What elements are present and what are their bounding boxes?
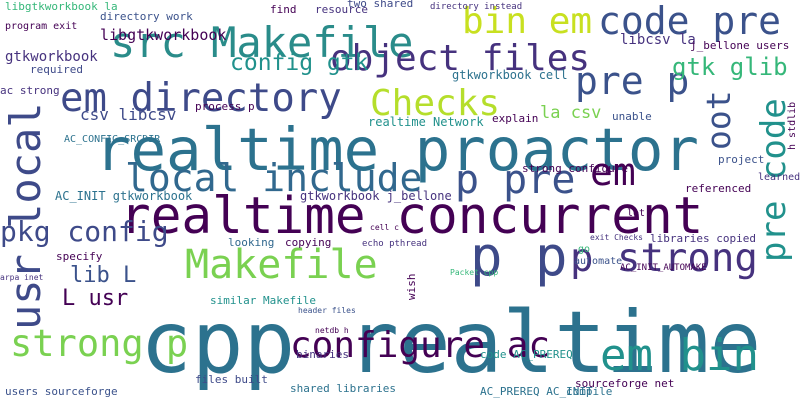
word: p strong: [570, 236, 758, 281]
word: two shared: [347, 0, 413, 10]
word: echo pthread: [362, 239, 427, 249]
word: pre p: [575, 59, 689, 103]
word: arpa inet: [0, 273, 44, 282]
word: find: [270, 3, 297, 16]
word: src Makefile: [110, 18, 413, 67]
word: files built: [195, 373, 268, 386]
word: p p: [470, 225, 568, 288]
word: libcsv la: [620, 32, 696, 48]
word: em bin: [600, 330, 759, 381]
word: gtkworkbook j_bellone: [300, 189, 452, 203]
word: configure ac: [290, 325, 550, 366]
word: AC_PREREQ AC_INIT: [480, 385, 593, 398]
word: sourceforge net: [575, 377, 674, 390]
word: AC_INIT_AUTOMAKE: [620, 263, 707, 273]
word: binaries: [296, 348, 349, 361]
word: oot: [699, 90, 738, 150]
word: gtkworkbook cell: [452, 68, 568, 82]
word: local include: [125, 156, 422, 200]
word: users sourceforge: [5, 385, 118, 398]
word: bin em: [462, 1, 592, 42]
word: realtime proactor: [95, 115, 699, 184]
word: lib L: [70, 263, 136, 288]
word: go: [578, 244, 590, 255]
word: cpp realtime: [140, 293, 761, 393]
word: libraries copied: [650, 232, 756, 245]
word: h stdlib: [787, 102, 798, 150]
word: Checks: [370, 83, 500, 124]
word: gtk glib: [672, 53, 788, 81]
word: config gtk: [230, 50, 369, 76]
word: AC_INIT gtkworkbook: [55, 189, 193, 203]
word: cell c: [370, 223, 399, 232]
word: looking: [228, 236, 274, 249]
word: object files: [330, 38, 590, 79]
word: usr local: [1, 102, 50, 330]
word: unable: [612, 110, 652, 123]
word: directory instead: [430, 2, 522, 12]
word: pre code: [754, 98, 794, 262]
word: project: [718, 153, 764, 166]
word: code AC_PREREQ: [480, 348, 573, 361]
word: process p: [195, 100, 255, 113]
word: la csv: [540, 103, 601, 123]
word: em directory: [60, 76, 342, 121]
word: automate: [574, 256, 622, 267]
word: gtkworkbook: [5, 49, 98, 65]
word: realtime concurrent: [120, 187, 703, 246]
word: L usr: [62, 286, 128, 311]
word: j_bellone users: [690, 39, 789, 52]
word: libgtkworkbook: [100, 26, 226, 44]
word: strong p: [10, 322, 188, 365]
word: learned: [758, 172, 800, 183]
word: em: [590, 150, 636, 194]
word: realtime Network: [368, 115, 484, 129]
word: code pre: [598, 0, 781, 43]
word: p pre: [455, 157, 575, 203]
word: Packet cpp: [450, 268, 498, 277]
word: netdb h: [315, 326, 349, 335]
word: shared libraries: [290, 382, 396, 395]
word: strong configure: [522, 162, 628, 175]
word: header files: [298, 306, 356, 315]
word: program exit: [5, 21, 77, 32]
word: wish: [405, 274, 418, 301]
word: pkg config: [0, 215, 169, 248]
word: ac strong: [0, 84, 60, 97]
word: compile: [566, 385, 612, 398]
word: copying: [285, 236, 331, 249]
word: exit Checks: [590, 233, 643, 242]
word: lot: [627, 208, 645, 219]
word: referenced: [685, 182, 751, 195]
word: libgtkworkbook la: [5, 0, 118, 13]
word: similar Makefile: [210, 294, 316, 307]
word: explain: [492, 112, 538, 125]
word: AC_CONFIG_SRCDIR: [64, 134, 161, 145]
word: directory work: [100, 10, 193, 23]
word: csv libcsv: [80, 105, 176, 124]
word: required: [30, 63, 83, 76]
word: resource: [315, 3, 368, 16]
word: Makefile: [185, 242, 378, 288]
word: specify: [56, 250, 103, 263]
